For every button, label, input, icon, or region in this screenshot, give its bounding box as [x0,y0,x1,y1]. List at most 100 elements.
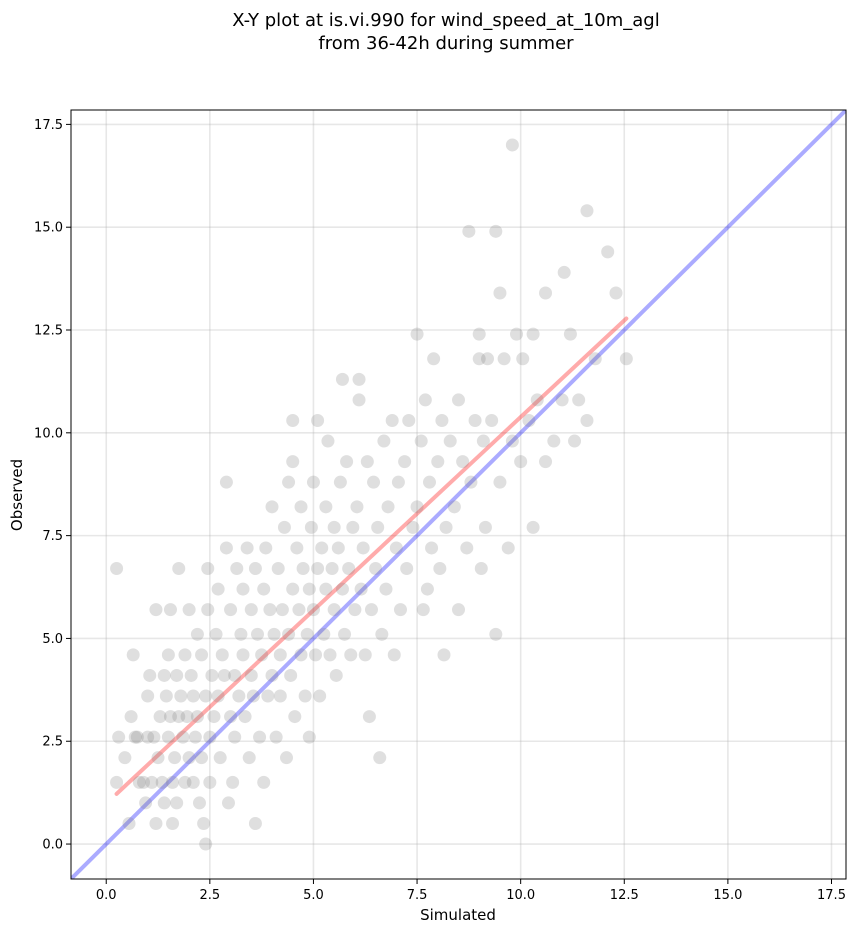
data-point [141,730,155,744]
data-point [195,648,209,662]
data-point [201,603,215,617]
data-point [255,648,269,662]
data-point [161,730,175,744]
data-point [282,475,296,489]
data-point [362,710,376,724]
data-point [391,475,405,489]
data-point [217,668,231,682]
data-point [333,475,347,489]
data-point [431,455,445,469]
data-point [232,689,246,703]
data-point [309,648,323,662]
y-ticks: 0.0 2.5 5.0 7.5 10.0 12.5 15.0 17.5 [34,118,71,853]
data-points [110,138,633,851]
data-point [306,603,320,617]
data-point [176,730,190,744]
data-point [375,627,389,641]
data-point [331,541,345,555]
data-point [149,816,163,830]
data-point [280,751,294,765]
data-point [300,627,314,641]
data-point [201,562,215,576]
data-point [265,500,279,514]
data-point [358,648,372,662]
data-point [456,455,470,469]
data-point [292,603,306,617]
data-point [437,648,451,662]
data-point [259,541,273,555]
data-point [601,245,615,259]
data-point [244,603,258,617]
data-point [526,520,540,534]
data-point [219,541,233,555]
data-point [443,434,457,448]
x-ticks: 0.0 2.5 5.0 7.5 10.0 12.5 15.0 17.5 [96,879,846,903]
x-tick-label: 12.5 [610,888,639,903]
data-point [145,775,159,789]
data-point [257,582,271,596]
y-axis-label: Observed [8,459,26,531]
data-point [238,710,252,724]
data-point [139,796,153,810]
data-point [197,816,211,830]
data-point [572,393,586,407]
data-point [319,500,333,514]
data-point [360,455,374,469]
data-point [203,775,217,789]
data-point [174,689,188,703]
data-point [248,562,262,576]
data-point [398,455,412,469]
data-point [420,582,434,596]
data-point [294,648,308,662]
data-point [313,689,327,703]
data-point [186,775,200,789]
data-point [568,434,582,448]
data-point [168,751,182,765]
data-point [302,730,316,744]
data-point [400,562,414,576]
data-point [275,603,289,617]
data-point [163,710,177,724]
data-point [311,413,325,427]
data-point [110,775,124,789]
x-tick-label: 10.0 [506,888,535,903]
data-point [317,627,331,641]
data-point [478,520,492,534]
data-point [215,648,229,662]
data-point [435,413,449,427]
data-point [416,603,430,617]
data-point [354,582,368,596]
data-point [505,138,519,152]
data-point [172,710,186,724]
data-point [321,434,335,448]
y-tick-label: 10.0 [34,426,63,441]
lines [71,110,846,879]
data-point [335,372,349,386]
data-point [178,648,192,662]
data-point [286,455,300,469]
data-point [147,730,161,744]
data-point [489,224,503,238]
data-point [501,541,515,555]
data-point [250,627,264,641]
data-point [505,434,519,448]
data-point [203,730,217,744]
data-point [304,520,318,534]
data-point [389,541,403,555]
y-tick-label: 7.5 [42,529,63,544]
data-point [447,500,461,514]
data-point [219,475,233,489]
data-point [246,689,260,703]
data-point [311,562,325,576]
data-point [261,689,275,703]
data-point [298,689,312,703]
data-point [325,562,339,576]
data-point [489,627,503,641]
data-point [248,816,262,830]
data-point [510,327,524,341]
data-point [493,286,507,300]
data-point [377,434,391,448]
y-tick-label: 15.0 [34,221,63,236]
data-point [190,710,204,724]
data-point [346,520,360,534]
